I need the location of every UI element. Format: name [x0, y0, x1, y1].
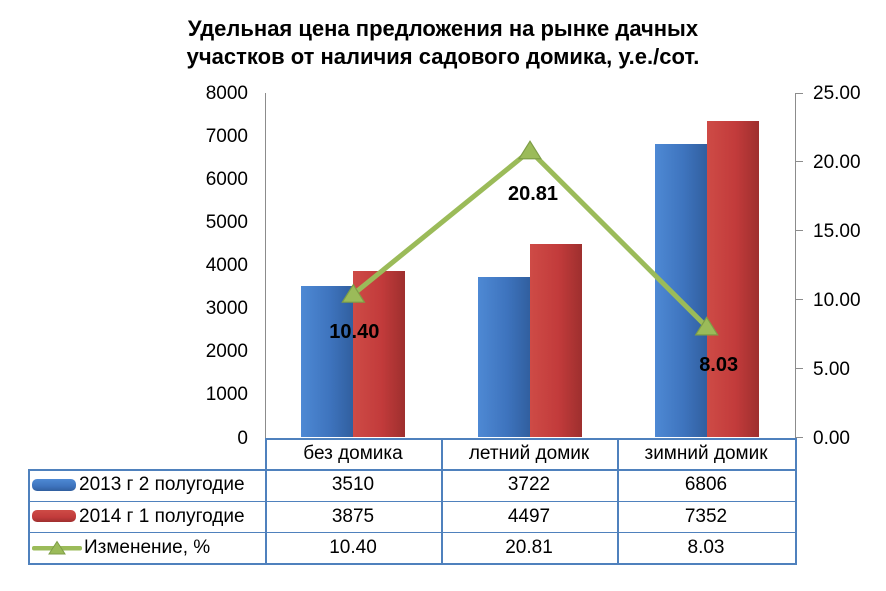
table-row-border: [28, 500, 797, 503]
bar-2013-2: [478, 277, 530, 438]
legend-bar-blue-swatch-icon: [32, 478, 76, 491]
chart-title-line-1: Удельная цена предложения на рынке дачны…: [187, 16, 699, 41]
table-value-r3-c2: 20.81: [505, 537, 553, 559]
legend-line-marker-icon: [32, 540, 82, 555]
right-axis-tick-mark: [795, 230, 803, 232]
table-value-r1-c3: 6806: [684, 474, 728, 496]
left-axis-tick-label: 7000: [205, 126, 248, 148]
table-left-border: [28, 469, 30, 565]
change-point-label-2: 20.81: [507, 182, 559, 205]
left-axis-tick-label: 6000: [205, 169, 248, 191]
table-value-r1-c2: 3722: [507, 474, 551, 496]
right-axis-tick-mark: [795, 299, 803, 301]
change-line-path: [351, 148, 709, 329]
right-axis-tick-mark: [795, 92, 803, 94]
legend-cell-bar-blue: 2013 г 2 полугодие: [28, 469, 265, 500]
change-line-series: [341, 140, 719, 336]
legend-bar-red-swatch-icon: [32, 510, 76, 523]
table-row-border: [28, 469, 797, 471]
right-axis-tick-mark: [795, 437, 803, 438]
legend-label: 2013 г 2 полугодие: [79, 474, 245, 496]
change-point-label-1: 10.40: [329, 321, 380, 344]
right-axis-tick-label: 20.00: [813, 151, 861, 173]
left-axis-tick-label: 1000: [205, 384, 248, 406]
bar-2013-3: [654, 144, 707, 438]
triangle-marker-2: [517, 140, 543, 160]
legend-cell-bar-red: 2014 г 1 полугодие: [28, 501, 265, 532]
table-value-r2-c3: 7352: [684, 505, 728, 527]
category-header-2: летний домик: [468, 443, 590, 465]
left-axis-tick-label: 8000: [205, 83, 248, 104]
right-axis-line: [795, 93, 796, 439]
right-axis-tick-label: 25.00: [813, 83, 861, 104]
left-axis-tick-label: 4000: [205, 255, 248, 277]
bar-2014-2: [530, 243, 582, 438]
change-point-label-3: 8.03: [699, 353, 739, 376]
right-axis-tick-label: 0.00: [813, 427, 850, 449]
table-value-r2-c1: 3875: [331, 505, 375, 527]
table-value-r3-c3: 8.03: [687, 537, 725, 559]
table-value-r2-c2: 4497: [507, 505, 551, 527]
table-column-border: [617, 438, 619, 565]
left-axis-tick-label: 5000: [205, 212, 248, 234]
right-axis-tick-mark: [795, 368, 803, 370]
right-axis-tick-label: 15.00: [813, 220, 861, 242]
chart-title-line-2: участков от наличия садового домика, у.е…: [186, 44, 700, 69]
bar-2014-3: [706, 120, 759, 438]
category-header-3: зимний домик: [644, 443, 768, 465]
left-axis-tick-label: 3000: [205, 298, 248, 320]
left-axis-line: [265, 93, 266, 438]
table-column-border: [441, 438, 443, 565]
table-row-border: [28, 531, 797, 534]
bar-2013-1: [301, 286, 354, 438]
left-axis-tick-label: 2000: [205, 341, 248, 363]
triangle-marker-1: [341, 283, 366, 303]
table-value-r1-c1: 3510: [331, 474, 375, 496]
legend-label: 2014 г 1 полугодие: [79, 505, 245, 527]
table-column-border: [265, 438, 267, 565]
legend-cell-line-green: Изменение, %: [28, 532, 265, 563]
chart-title: Удельная цена предложения на рынке дачны…: [0, 15, 886, 71]
table-top-border: [265, 438, 797, 440]
table-value-r3-c1: 10.40: [329, 537, 377, 559]
right-axis-tick-mark: [795, 161, 803, 163]
table-column-border: [795, 438, 797, 565]
right-axis-tick-label: 5.00: [813, 358, 850, 380]
table-row-border: [28, 563, 797, 565]
left-axis-tick-label: 0: [237, 427, 248, 449]
legend-label: Изменение, %: [84, 537, 211, 559]
category-header-1: без домика: [303, 443, 403, 465]
triangle-marker-3: [694, 316, 719, 336]
right-axis-tick-label: 10.00: [813, 289, 861, 311]
